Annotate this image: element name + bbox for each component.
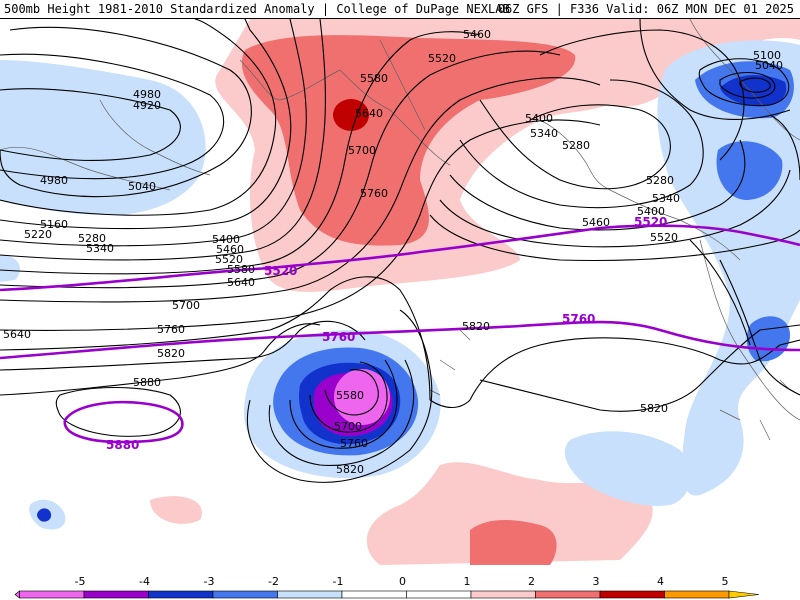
anomaly-colorbar: -5 -4 -3 -2 -1 0 1 2 3 4 5	[14, 575, 760, 599]
contour-label: 5280	[78, 232, 106, 245]
colorbar-segment	[212, 590, 278, 599]
contour-label: 5700	[334, 420, 362, 433]
contour-label: 5820	[462, 320, 490, 333]
contour-labels: 4980 4920 4980 5040 5160 5220 5280 5340 …	[3, 28, 783, 476]
model-valid-time: 06Z GFS | F336 Valid: 06Z MON DEC 01 202…	[497, 2, 794, 16]
colorbar-tick: 4	[657, 575, 664, 588]
highlight-label: 5520	[634, 215, 667, 229]
highlight-label: 5760	[562, 312, 595, 326]
contour-label: 4920	[133, 99, 161, 112]
contour-label: 5880	[133, 376, 161, 389]
colorbar-tick: -3	[204, 575, 215, 588]
colorbar-tick: 3	[593, 575, 600, 588]
contour-label: 5760	[340, 437, 368, 450]
height-contours	[0, 19, 800, 483]
contour-label: 5040	[755, 59, 783, 72]
colorbar-segment	[535, 590, 601, 599]
colorbar-segment	[341, 590, 407, 599]
contour-label: 5460	[463, 28, 491, 41]
contour-label: 5400	[637, 205, 665, 218]
colorbar-tick: -5	[75, 575, 86, 588]
colorbar-tick: -1	[333, 575, 344, 588]
contour-label: 5460	[216, 243, 244, 256]
colorbar-segment	[406, 590, 472, 599]
contour-label: 5220	[24, 228, 52, 241]
contour-label: 4980	[40, 174, 68, 187]
contour-label: 4980	[133, 88, 161, 101]
contour-label: 5640	[227, 276, 255, 289]
contour-label: 5280	[562, 139, 590, 152]
contour-label: 5520	[215, 253, 243, 266]
highlight-contours	[0, 224, 800, 444]
contour-label: 5100	[753, 49, 781, 62]
header-bar: 500mb Height 1981-2010 Standardized Anom…	[0, 0, 800, 19]
colorbar-tick-labels: -5 -4 -3 -2 -1 0 1 2 3 4 5	[75, 575, 729, 588]
contour-label: 5580	[336, 389, 364, 402]
contour-label: 5700	[172, 299, 200, 312]
colorbar-segment	[19, 590, 85, 599]
contour-label: 5520	[428, 52, 456, 65]
coastlines	[0, 19, 800, 441]
colorbar-tick: 2	[528, 575, 535, 588]
contour-label: 5520	[650, 231, 678, 244]
contour-label: 5640	[3, 328, 31, 341]
colorbar-tick: 1	[464, 575, 471, 588]
contour-label: 5820	[640, 402, 668, 415]
colorbar-tick: 0	[399, 575, 406, 588]
colorbar-arrow-left	[14, 590, 20, 599]
map-title: 500mb Height 1981-2010 Standardized Anom…	[4, 2, 510, 16]
colorbar-segment	[148, 590, 214, 599]
contour-label: 5820	[336, 463, 364, 476]
contour-label: 5580	[360, 72, 388, 85]
colorbar-segment	[470, 590, 536, 599]
colorbar-tick: -2	[268, 575, 279, 588]
contour-label: 5400	[525, 112, 553, 125]
contour-label: 5340	[530, 127, 558, 140]
highlight-label: 5760	[322, 330, 355, 344]
colorbar-segments	[14, 590, 760, 599]
contour-label: 5640	[355, 107, 383, 120]
contour-label: 5280	[646, 174, 674, 187]
negative-anomaly-fill	[0, 40, 800, 530]
contour-label: 5340	[652, 192, 680, 205]
contour-label: 5580	[227, 263, 255, 276]
colorbar-segment	[599, 590, 665, 599]
highlight-label: 5880	[106, 438, 139, 452]
colorbar-tick: -4	[139, 575, 150, 588]
colorbar-segment	[664, 590, 730, 599]
contour-label: 5820	[157, 347, 185, 360]
contour-label: 5700	[348, 144, 376, 157]
contour-label: 5160	[40, 218, 68, 231]
highlight-label: 5520	[264, 264, 297, 278]
contour-label: 5400	[212, 233, 240, 246]
colorbar-segment	[83, 590, 149, 599]
colorbar-arrow-right	[728, 590, 760, 599]
contour-label: 5340	[86, 242, 114, 255]
contour-label: 5760	[360, 187, 388, 200]
contour-label: 5460	[582, 216, 610, 229]
anomaly-map: 4980 4920 4980 5040 5160 5220 5280 5340 …	[0, 19, 800, 565]
contour-label: 5760	[157, 323, 185, 336]
contour-label: 5040	[128, 180, 156, 193]
colorbar-segment	[277, 590, 343, 599]
colorbar-tick: 5	[722, 575, 729, 588]
